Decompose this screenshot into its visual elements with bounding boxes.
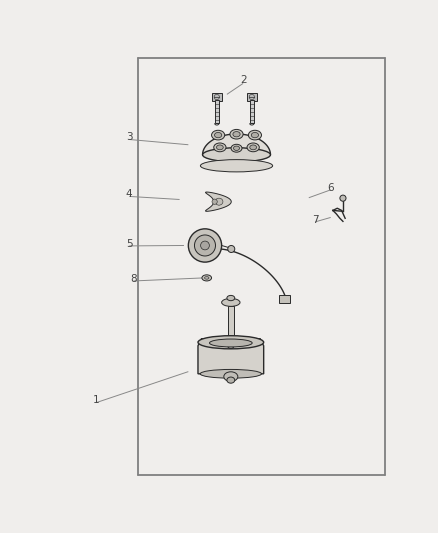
Ellipse shape xyxy=(200,159,272,172)
FancyBboxPatch shape xyxy=(212,93,222,101)
Ellipse shape xyxy=(205,277,209,279)
Text: 3: 3 xyxy=(126,132,133,142)
Circle shape xyxy=(201,241,209,250)
Ellipse shape xyxy=(209,339,252,347)
Ellipse shape xyxy=(215,132,222,138)
Text: 1: 1 xyxy=(93,395,100,405)
FancyBboxPatch shape xyxy=(247,93,257,101)
Ellipse shape xyxy=(230,130,243,139)
Ellipse shape xyxy=(250,145,257,150)
Bar xyxy=(215,101,219,123)
Ellipse shape xyxy=(233,146,240,150)
Circle shape xyxy=(340,195,346,201)
Text: 5: 5 xyxy=(126,239,133,249)
Ellipse shape xyxy=(215,198,223,205)
Ellipse shape xyxy=(231,144,242,152)
Circle shape xyxy=(194,235,215,256)
Ellipse shape xyxy=(212,130,225,140)
Circle shape xyxy=(188,229,222,262)
Ellipse shape xyxy=(227,377,235,383)
FancyBboxPatch shape xyxy=(279,295,290,303)
Ellipse shape xyxy=(247,143,259,152)
Ellipse shape xyxy=(224,372,238,382)
Ellipse shape xyxy=(248,130,261,140)
Polygon shape xyxy=(198,339,264,374)
Bar xyxy=(250,101,254,123)
Ellipse shape xyxy=(200,369,261,378)
Circle shape xyxy=(228,246,235,253)
Text: 7: 7 xyxy=(312,215,319,224)
Text: 8: 8 xyxy=(130,274,137,284)
Polygon shape xyxy=(205,192,231,211)
Bar xyxy=(228,306,234,346)
Polygon shape xyxy=(202,134,271,155)
Ellipse shape xyxy=(198,336,264,349)
Ellipse shape xyxy=(202,275,212,281)
Text: 6: 6 xyxy=(327,183,334,192)
Circle shape xyxy=(212,199,217,204)
Ellipse shape xyxy=(251,132,258,138)
Text: 4: 4 xyxy=(126,189,133,199)
Ellipse shape xyxy=(202,148,271,162)
Ellipse shape xyxy=(222,298,240,306)
Ellipse shape xyxy=(227,295,235,301)
Ellipse shape xyxy=(214,143,226,152)
Ellipse shape xyxy=(216,145,223,150)
Text: 2: 2 xyxy=(240,75,247,85)
Ellipse shape xyxy=(233,132,240,137)
